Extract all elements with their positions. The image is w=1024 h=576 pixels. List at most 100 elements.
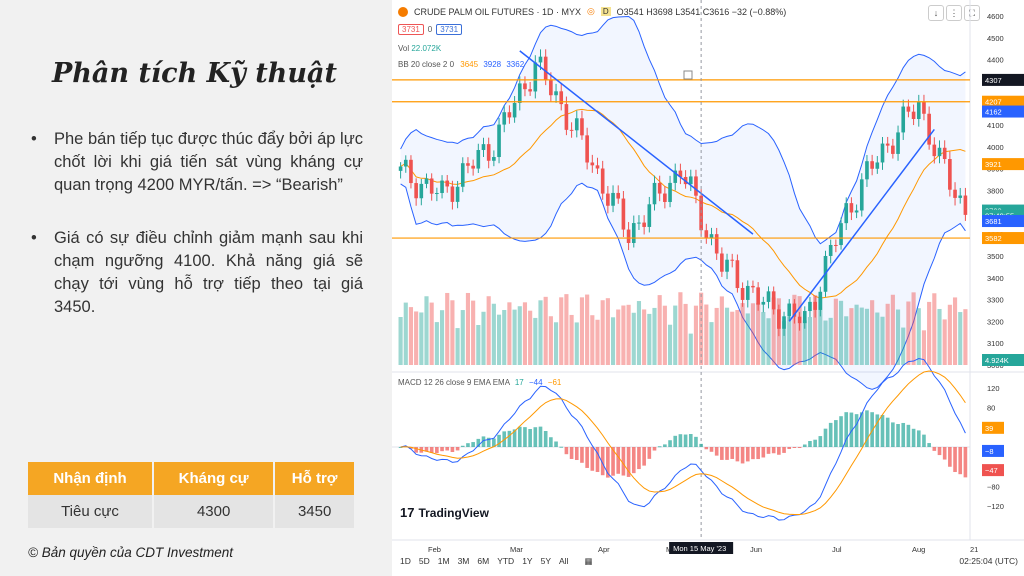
volume-bar xyxy=(885,303,890,365)
macd-histogram-bar xyxy=(854,414,859,447)
macd-histogram-bar xyxy=(901,422,906,447)
volume-bar xyxy=(766,318,771,365)
tv-watermark: TradingView xyxy=(418,505,489,520)
volume-bar xyxy=(688,333,693,365)
bid-price[interactable]: 3731 xyxy=(398,24,424,35)
macd-histogram-bar xyxy=(694,436,698,447)
volume-bar xyxy=(579,297,585,365)
bullet-dot: • xyxy=(31,229,37,247)
candle-body xyxy=(429,178,434,194)
macd-line-path xyxy=(400,357,966,521)
volume-bar xyxy=(704,304,709,365)
volume-bar xyxy=(693,305,699,365)
chart-canvas[interactable]: 4600450044004300420041004000390038003700… xyxy=(392,0,1024,576)
tf-all[interactable]: All xyxy=(559,556,569,566)
chart-symbol[interactable]: CRUDE PALM OIL FUTURES · 1D · MYX xyxy=(414,6,582,17)
macd-histogram-bar xyxy=(398,447,403,448)
macd-histogram-bar xyxy=(828,422,833,447)
date-range-icon[interactable]: ▦ xyxy=(584,556,593,566)
cycle-icon: ◎ xyxy=(587,6,595,16)
macd-histogram-bar xyxy=(953,447,957,473)
macd-histogram-bar xyxy=(942,447,947,460)
candle-body xyxy=(725,259,729,272)
candle-body xyxy=(507,112,512,118)
time-axis-label: Jul xyxy=(832,545,842,554)
macd-histogram-bar xyxy=(450,447,455,453)
candle-body xyxy=(932,144,937,157)
tf-5y[interactable]: 5Y xyxy=(540,556,551,566)
macd-histogram-bar xyxy=(652,447,657,451)
macd-histogram-bar xyxy=(559,446,564,448)
candle-body xyxy=(460,163,465,187)
volume-bar xyxy=(667,324,673,365)
bb-upper: 3928 xyxy=(483,60,502,69)
candle-body xyxy=(761,301,766,305)
candle-body xyxy=(958,195,963,198)
volume-tag xyxy=(982,354,1024,366)
tf-1y[interactable]: 1Y xyxy=(522,556,533,566)
tf-1m[interactable]: 1M xyxy=(437,556,450,566)
candle-body xyxy=(766,291,771,302)
volume-bar xyxy=(533,317,538,365)
price-tag-label: 3681 xyxy=(985,217,1002,226)
macd-histogram-bar xyxy=(569,447,574,459)
candle-body xyxy=(792,303,797,317)
volume-bar xyxy=(901,327,906,365)
macd-tag-label: −47 xyxy=(985,466,998,475)
ask-price[interactable]: 3731 xyxy=(436,24,463,35)
volume-bar xyxy=(916,308,921,365)
macd-histogram-bar xyxy=(471,442,475,447)
price-tag xyxy=(982,105,1024,118)
volume-bar xyxy=(880,316,885,365)
candle-body xyxy=(403,159,408,167)
candle-body xyxy=(735,260,740,289)
macd-histogram-bar xyxy=(626,447,631,477)
symbol-icon xyxy=(398,6,408,17)
candle-body xyxy=(414,183,418,199)
tf-6m[interactable]: 6M xyxy=(477,556,490,566)
volume-bar xyxy=(849,308,854,365)
macd-histogram-bar xyxy=(849,412,854,447)
volume-bar xyxy=(813,295,818,365)
candle-body xyxy=(880,143,885,163)
volume-bar xyxy=(652,307,657,365)
volume-bar xyxy=(745,313,750,365)
candle-body xyxy=(398,166,403,171)
candle-body xyxy=(616,192,621,199)
spread: 0 xyxy=(427,25,433,34)
macd-legend: MACD 12 26 close 9 EMA EMA 17 −44 −61 xyxy=(398,378,561,387)
downtrend-line xyxy=(519,50,754,235)
volume-bar xyxy=(522,302,528,365)
analysis-panel: Phân tích Kỹ thuật • Phe bán tiếp tục đượ… xyxy=(0,0,385,576)
volume-bar xyxy=(787,316,792,365)
fullscreen-icon[interactable]: ⛶ xyxy=(964,5,980,21)
trading-chart[interactable]: CRUDE PALM OIL FUTURES · 1D · MYX ◎ D O3… xyxy=(392,0,1024,576)
candle-body xyxy=(813,301,817,310)
macd-histogram-bar xyxy=(549,437,553,447)
candle-body xyxy=(606,193,610,206)
tf-5d[interactable]: 5D xyxy=(418,556,430,566)
macd-histogram-bar xyxy=(538,426,543,447)
price-tag xyxy=(982,232,1024,245)
volume-bar xyxy=(403,302,408,365)
candle-body xyxy=(740,288,745,300)
macd-histogram-bar xyxy=(657,446,662,448)
tf-3m[interactable]: 3M xyxy=(457,556,470,566)
tf-ytd[interactable]: YTD xyxy=(497,556,515,566)
volume-bar xyxy=(750,303,756,365)
tf-1d[interactable]: 1D xyxy=(400,556,411,566)
macd-histogram-bar xyxy=(834,420,838,447)
volume-bar xyxy=(854,304,859,365)
price-tag-label: 3582 xyxy=(985,234,1002,243)
volume-bar xyxy=(730,311,735,365)
scroll-down-button[interactable]: ↓ xyxy=(928,5,944,21)
volume-bar xyxy=(828,317,833,365)
volume-bar xyxy=(932,293,937,365)
candle-body xyxy=(642,222,646,227)
settings-icon[interactable]: ⋮ xyxy=(946,5,962,21)
candle-body xyxy=(559,91,564,105)
candle-body xyxy=(569,129,574,131)
volume-bar xyxy=(486,296,491,365)
macd-histogram-bar xyxy=(948,447,952,467)
volume-bar xyxy=(699,292,704,365)
